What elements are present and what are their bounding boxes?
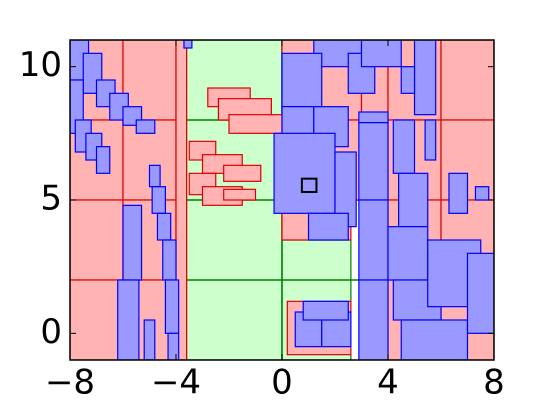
box [358,111,389,124]
y-tick-label: 0 [40,312,62,352]
box [135,119,156,134]
plot-area [70,40,494,360]
x-tick-label: −4 [151,363,201,400]
y-tick-label: 10 [19,45,62,85]
box [440,40,494,121]
box [148,164,161,188]
x-tick-label: 4 [377,363,399,400]
box [143,319,156,360]
box [167,332,180,360]
box [413,40,437,116]
box [358,279,389,360]
x-tick-label: −8 [45,363,95,400]
box [70,279,124,360]
box [360,40,402,68]
box [474,186,490,201]
box [400,319,469,360]
y-tick-label: 5 [40,179,62,219]
box [424,119,437,161]
box [300,177,318,194]
box [223,164,262,182]
box [400,66,416,94]
box [164,279,180,334]
box [466,252,494,334]
box [162,239,177,281]
box [398,172,429,228]
box [117,279,140,360]
x-tick-label: 8 [483,363,505,400]
box [358,199,389,281]
box [228,114,283,134]
box [151,186,166,214]
box [95,146,111,174]
box [281,52,323,108]
box [156,212,172,241]
box [273,132,336,214]
box [358,122,389,201]
box [387,226,429,281]
box [307,212,349,241]
box [175,40,188,360]
box [302,300,349,321]
x-tick-label: 0 [271,363,293,400]
box [70,199,124,281]
box [122,204,143,281]
box [223,188,257,201]
box [448,172,469,214]
box [392,119,416,174]
box [183,40,193,49]
